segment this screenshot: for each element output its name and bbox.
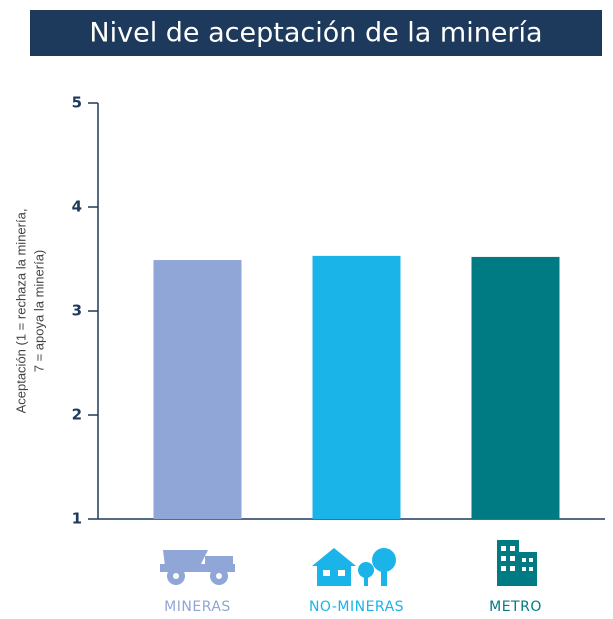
y-tick-label: 5 [72,94,82,112]
y-tick-label: 3 [72,302,82,320]
y-tick-label: 4 [72,198,82,216]
title-banner [30,10,602,56]
y-tick-label: 2 [72,406,82,424]
x-tick-label: NO-MINERAS [309,599,404,615]
bar [153,260,242,519]
truck-icon [160,550,235,585]
x-tick-label: MINERAS [164,599,231,615]
y-tick-label: 1 [72,510,82,528]
bar [471,256,560,519]
x-tick-label: METRO [489,599,542,615]
chart-title: Nivel de aceptación de la minería [89,18,542,49]
y-axis-label: Aceptación (1 = rechaza la minería, [13,209,28,414]
houses-icon [312,548,396,586]
bar [312,255,401,519]
y-axis-label: 7 = apoya la minería) [31,250,46,372]
